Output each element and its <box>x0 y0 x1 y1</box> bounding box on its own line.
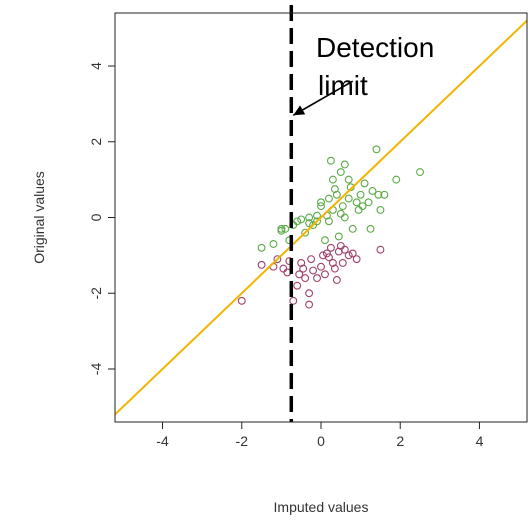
points-layer <box>237 145 424 309</box>
data-point <box>313 217 321 226</box>
data-point <box>348 224 357 233</box>
data-point <box>237 296 246 305</box>
data-point <box>301 228 310 237</box>
data-point <box>352 255 361 264</box>
data-point <box>279 264 288 273</box>
x-axis-title: Imputed values <box>274 499 369 515</box>
data-point <box>293 281 302 290</box>
data-point <box>328 175 337 184</box>
data-point <box>366 224 375 233</box>
data-point <box>338 202 347 211</box>
data-point <box>332 276 341 284</box>
data-point <box>340 213 349 222</box>
data-point <box>380 190 389 199</box>
data-point <box>281 224 290 233</box>
data-point <box>321 270 329 279</box>
data-point <box>317 198 325 207</box>
y-axis: -4 -2 0 2 4 <box>88 62 115 375</box>
data-point <box>305 289 314 298</box>
data-point <box>313 211 321 220</box>
data-point <box>376 205 385 214</box>
arrow-head <box>293 105 306 116</box>
data-point <box>305 219 314 228</box>
data-point <box>358 202 367 211</box>
data-point <box>352 198 361 207</box>
data-point <box>364 198 373 207</box>
data-point <box>360 179 369 188</box>
data-point <box>295 270 304 279</box>
data-point <box>324 194 333 203</box>
data-point <box>340 160 349 169</box>
data-point <box>309 266 318 275</box>
data-point <box>321 236 329 245</box>
y-tick-label: 4 <box>88 62 104 70</box>
data-point <box>348 249 357 258</box>
data-point <box>305 213 314 222</box>
data-point <box>317 202 325 211</box>
data-point <box>334 247 343 256</box>
data-point <box>326 156 335 165</box>
data-point <box>356 190 365 199</box>
data-point <box>326 243 335 252</box>
x-tick-label: -4 <box>156 433 169 449</box>
data-point <box>344 251 353 260</box>
data-point <box>330 264 339 273</box>
data-point <box>289 296 298 305</box>
data-point <box>368 187 377 195</box>
data-point <box>299 264 308 273</box>
x-axis: -4 -2 0 2 4 <box>156 422 484 449</box>
data-point <box>416 168 424 177</box>
y-axis-title: Original values <box>31 171 47 264</box>
data-point <box>269 240 278 248</box>
data-point <box>293 217 302 226</box>
data-point <box>313 274 321 283</box>
data-point <box>277 226 286 235</box>
annotation-arrow <box>292 80 354 116</box>
data-point <box>334 232 343 241</box>
x-tick-label: 4 <box>476 433 484 449</box>
y-tick-label: 2 <box>88 138 104 146</box>
data-point <box>330 185 339 194</box>
arrow-shaft <box>292 80 354 116</box>
data-point <box>354 205 363 214</box>
x-tick-label: 2 <box>396 433 404 449</box>
annotation-line1: Detection <box>316 32 434 63</box>
data-point <box>336 209 345 218</box>
data-point <box>305 300 314 309</box>
data-point <box>374 190 383 199</box>
y-tick-label: 0 <box>88 213 104 221</box>
data-point <box>344 175 353 184</box>
data-point <box>273 255 282 264</box>
data-point <box>338 258 347 267</box>
data-point <box>297 215 306 224</box>
x-tick-label: -2 <box>236 433 249 449</box>
data-point <box>317 262 325 271</box>
data-point <box>336 168 345 177</box>
data-point <box>322 249 331 258</box>
data-point <box>392 175 401 184</box>
data-point <box>257 260 266 269</box>
data-point <box>376 245 385 254</box>
data-point <box>344 194 353 203</box>
identity-line <box>114 19 528 416</box>
data-point <box>324 253 333 262</box>
data-point <box>257 243 266 252</box>
y-tick-label: -2 <box>88 287 104 300</box>
data-point <box>307 255 316 264</box>
data-point <box>372 145 381 154</box>
x-tick-label: 0 <box>317 433 325 449</box>
data-point <box>301 274 310 283</box>
data-point <box>324 217 333 226</box>
y-tick-label: -4 <box>88 363 104 376</box>
